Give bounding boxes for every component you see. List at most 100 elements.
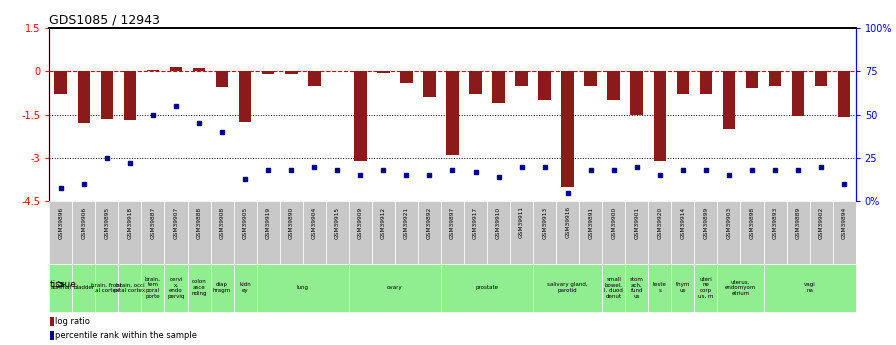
Bar bbox=[464, 201, 487, 264]
Bar bbox=[625, 264, 649, 312]
Bar bbox=[349, 264, 441, 312]
Text: colon
asce
nding: colon asce nding bbox=[191, 279, 207, 296]
Text: GSM39916: GSM39916 bbox=[565, 206, 570, 238]
Point bbox=[400, 172, 414, 178]
Bar bbox=[718, 264, 763, 312]
Text: GSM39897: GSM39897 bbox=[450, 206, 455, 239]
Bar bbox=[763, 264, 856, 312]
Bar bbox=[814, 71, 828, 86]
Bar bbox=[211, 201, 234, 264]
Bar bbox=[377, 71, 390, 72]
Text: cervi
x,
endo
perviq: cervi x, endo perviq bbox=[168, 277, 185, 299]
Bar bbox=[354, 71, 366, 161]
Text: GSM39887: GSM39887 bbox=[151, 206, 156, 239]
Text: log ratio: log ratio bbox=[55, 317, 90, 326]
Bar bbox=[556, 201, 579, 264]
Point bbox=[353, 172, 367, 178]
Point bbox=[538, 164, 552, 169]
Text: GSM39907: GSM39907 bbox=[174, 206, 178, 239]
Bar bbox=[653, 71, 667, 161]
Bar bbox=[211, 264, 234, 312]
Text: GSM39894: GSM39894 bbox=[841, 206, 847, 239]
Text: uteri
ne
corp
us, m: uteri ne corp us, m bbox=[698, 277, 713, 299]
Text: bladder: bladder bbox=[73, 285, 94, 290]
Bar bbox=[671, 264, 694, 312]
Text: GSM39888: GSM39888 bbox=[196, 206, 202, 239]
Text: salivary gland,
parotid: salivary gland, parotid bbox=[547, 283, 588, 293]
Point bbox=[123, 160, 137, 166]
Text: stom
ach,
fund
us: stom ach, fund us bbox=[630, 277, 643, 299]
Bar bbox=[216, 71, 228, 87]
Bar bbox=[49, 264, 73, 312]
Bar bbox=[561, 71, 574, 187]
Bar bbox=[810, 201, 832, 264]
Bar bbox=[671, 201, 694, 264]
Point bbox=[630, 164, 644, 169]
Text: GSM39890: GSM39890 bbox=[289, 206, 294, 239]
Text: GSM39896: GSM39896 bbox=[58, 206, 64, 239]
Bar bbox=[234, 201, 256, 264]
Bar bbox=[55, 71, 67, 94]
Text: GSM39898: GSM39898 bbox=[749, 206, 754, 239]
Text: kidn
ey: kidn ey bbox=[239, 283, 251, 293]
Bar bbox=[740, 201, 763, 264]
Point bbox=[261, 167, 275, 173]
Text: GDS1085 / 12943: GDS1085 / 12943 bbox=[49, 13, 160, 27]
Text: GSM39909: GSM39909 bbox=[358, 206, 363, 239]
Bar bbox=[602, 264, 625, 312]
Bar bbox=[579, 201, 602, 264]
Bar bbox=[533, 264, 602, 312]
Bar bbox=[584, 71, 597, 86]
Bar bbox=[73, 264, 95, 312]
Bar bbox=[118, 201, 142, 264]
Bar bbox=[256, 264, 349, 312]
Point bbox=[514, 164, 529, 169]
Bar bbox=[832, 201, 856, 264]
Bar bbox=[50, 331, 54, 339]
Point bbox=[791, 167, 806, 173]
Bar bbox=[769, 71, 781, 86]
Text: GSM39891: GSM39891 bbox=[588, 206, 593, 239]
Text: small
bowel,
l. duod
denut: small bowel, l. duod denut bbox=[604, 277, 624, 299]
Text: GSM39920: GSM39920 bbox=[658, 206, 662, 239]
Text: lung: lung bbox=[297, 285, 309, 290]
Text: GSM39901: GSM39901 bbox=[634, 206, 640, 239]
Bar bbox=[492, 71, 505, 103]
Text: GSM39905: GSM39905 bbox=[243, 206, 247, 239]
Bar bbox=[372, 201, 395, 264]
Bar bbox=[533, 201, 556, 264]
Bar bbox=[349, 201, 372, 264]
Point bbox=[676, 167, 690, 173]
Text: GSM39917: GSM39917 bbox=[473, 206, 478, 239]
Point bbox=[837, 181, 851, 187]
Bar bbox=[95, 201, 118, 264]
Bar bbox=[441, 264, 533, 312]
Text: GSM39921: GSM39921 bbox=[404, 206, 409, 239]
Text: GSM39895: GSM39895 bbox=[104, 206, 109, 239]
Bar bbox=[607, 71, 620, 100]
Point bbox=[238, 176, 253, 181]
Bar bbox=[446, 71, 459, 155]
Bar bbox=[280, 201, 303, 264]
Bar bbox=[694, 264, 718, 312]
Bar bbox=[78, 71, 90, 123]
Bar bbox=[124, 71, 136, 120]
Bar bbox=[165, 201, 187, 264]
Bar bbox=[792, 71, 805, 116]
Bar bbox=[285, 71, 297, 74]
Text: GSM39919: GSM39919 bbox=[265, 206, 271, 239]
Bar bbox=[838, 71, 850, 117]
Bar bbox=[142, 201, 165, 264]
Text: thym
us: thym us bbox=[676, 283, 690, 293]
Text: brain, front
al cortex: brain, front al cortex bbox=[91, 283, 123, 293]
Bar bbox=[487, 201, 510, 264]
Text: diap
hragm: diap hragm bbox=[213, 283, 231, 293]
Point bbox=[561, 190, 575, 196]
Bar bbox=[400, 71, 413, 83]
Point bbox=[607, 167, 621, 173]
Bar bbox=[631, 71, 643, 115]
Bar bbox=[100, 71, 113, 119]
Point bbox=[583, 167, 598, 173]
Point bbox=[215, 129, 229, 135]
Text: adrenal: adrenal bbox=[50, 285, 72, 290]
